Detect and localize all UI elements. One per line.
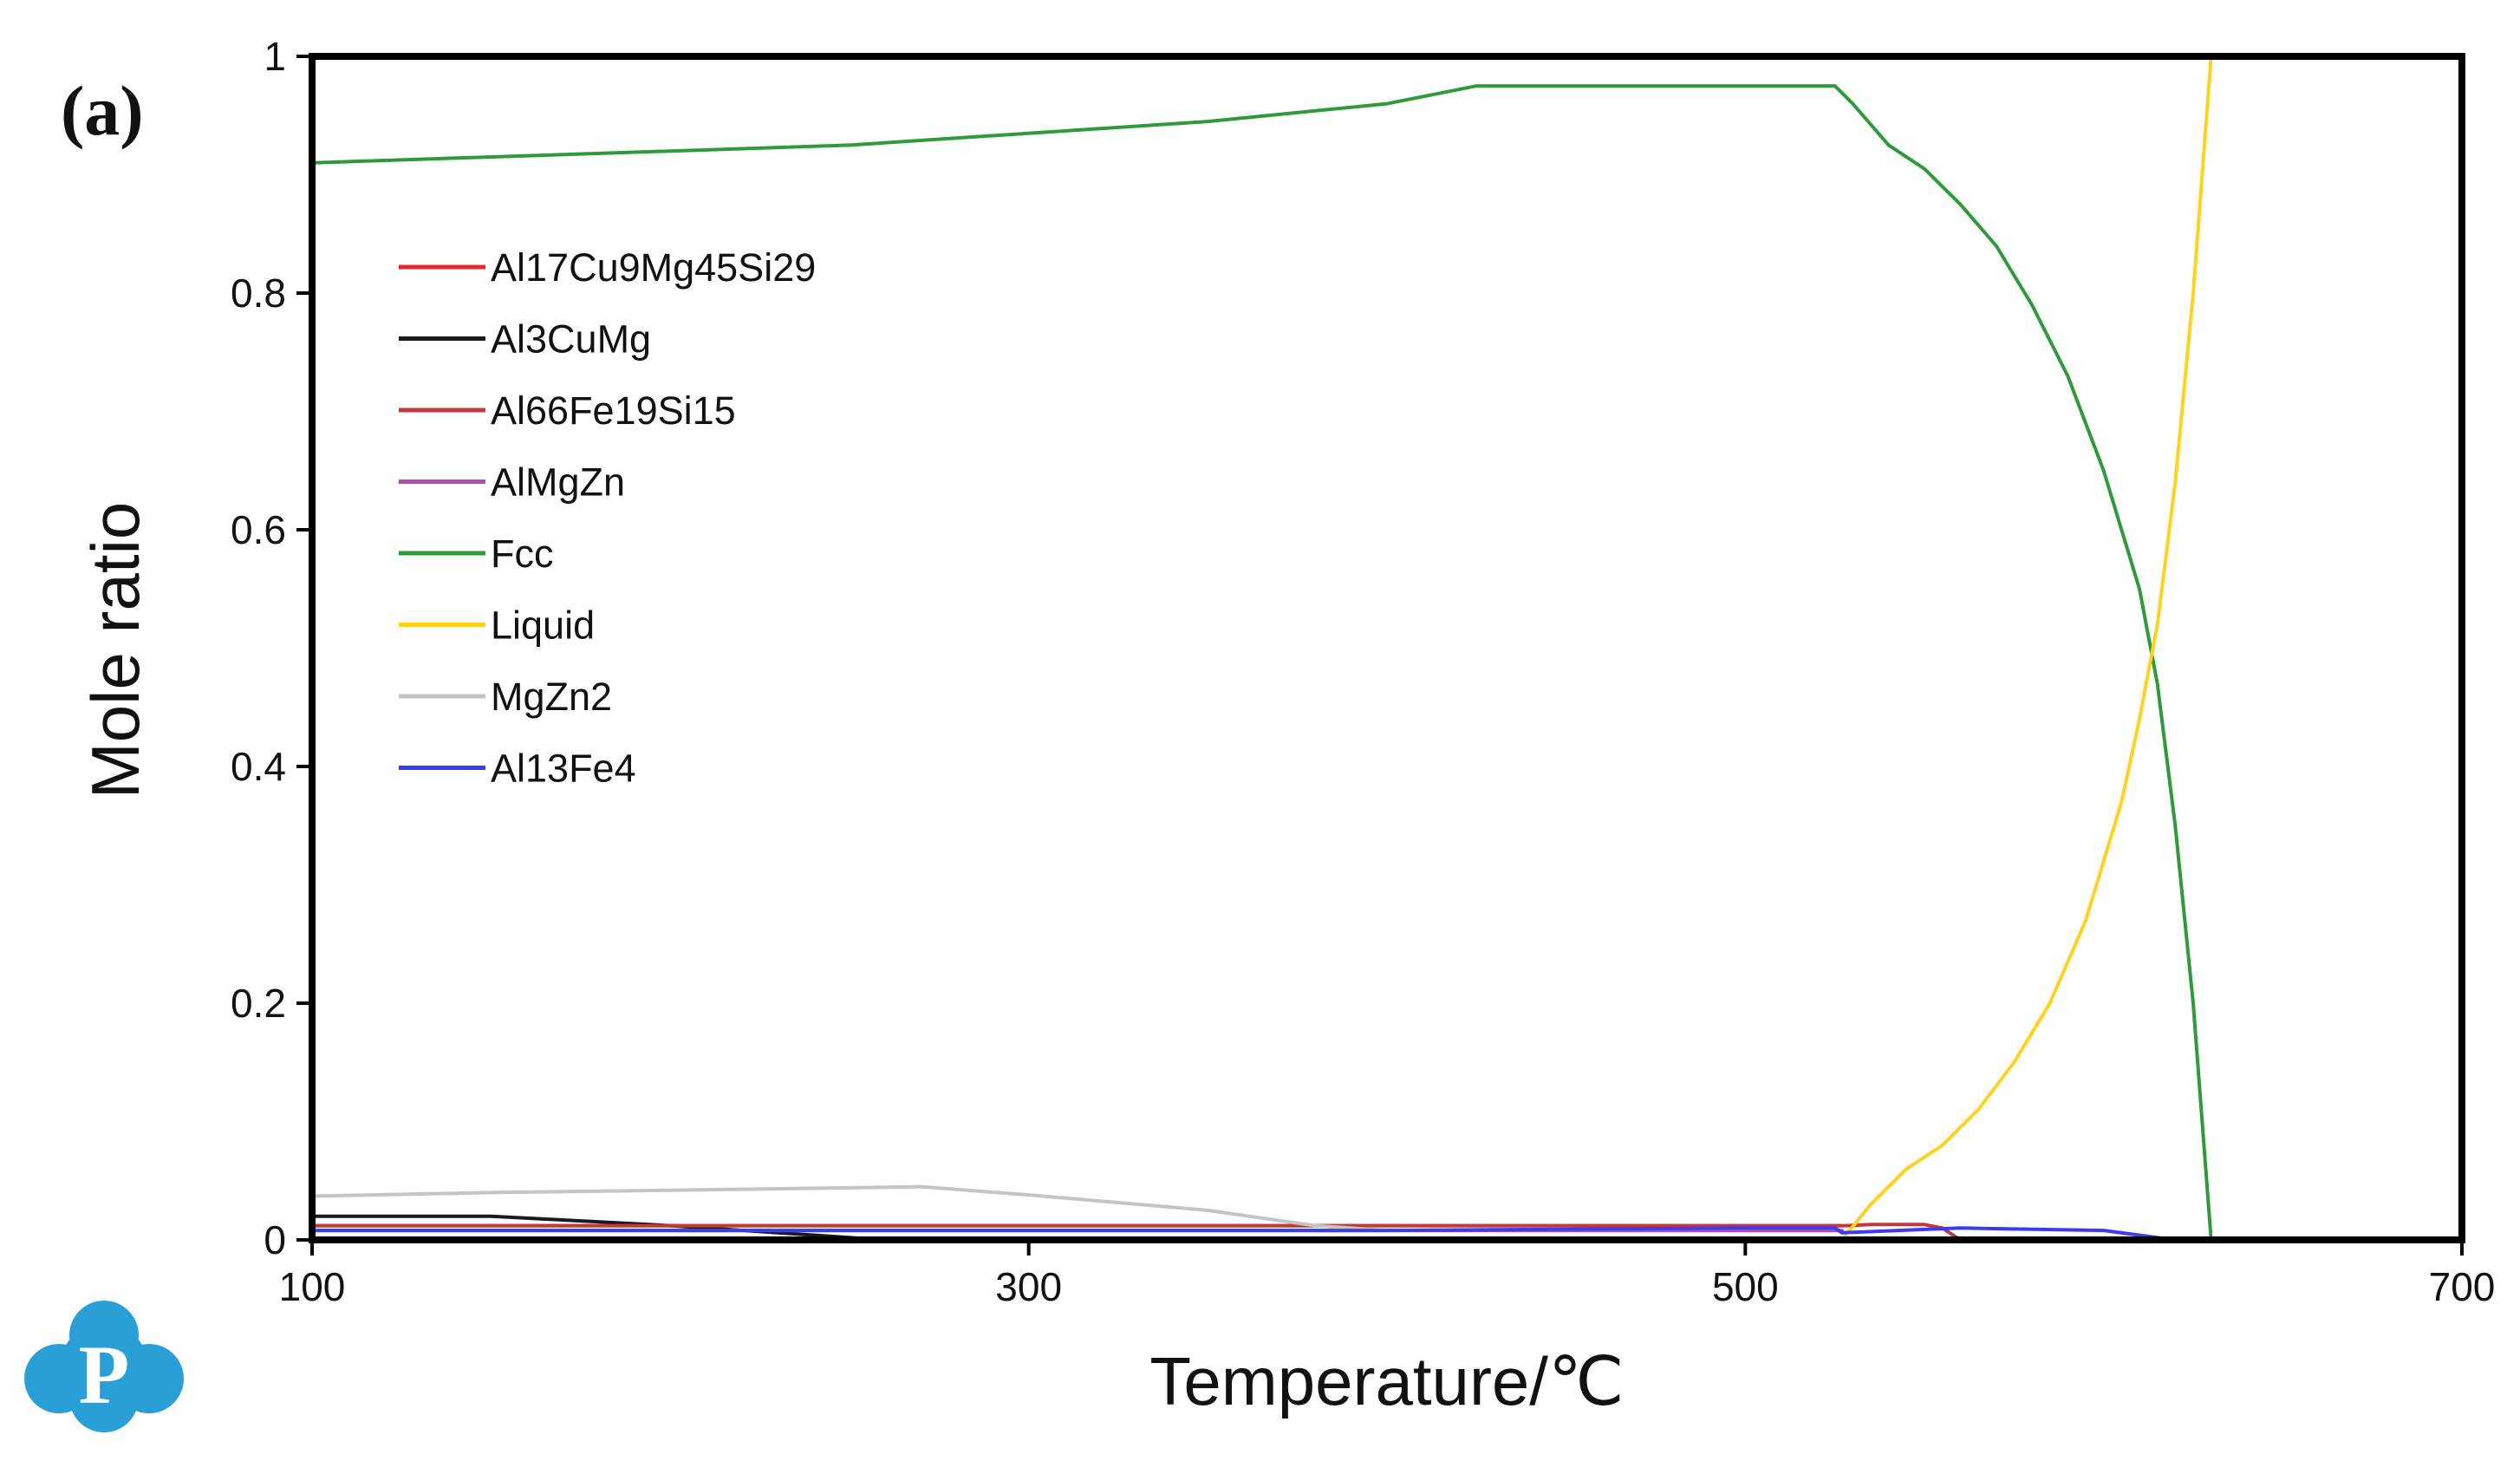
- legend-label: MgZn2: [491, 675, 612, 719]
- legend-item-almgzn: AlMgZn: [399, 460, 625, 505]
- legend-label: Al13Fe4: [491, 747, 636, 791]
- series-line-al13fe4: [312, 1226, 2178, 1240]
- series-line-mgzn2: [312, 1184, 1389, 1233]
- axes: 100 300 500 700 0 0.2 0.4 0.6 0.8 1: [231, 34, 2495, 1309]
- legend-item-al66fe19si15: Al66Fe19Si15: [399, 388, 736, 433]
- legend-item-fcc: Fcc: [399, 532, 554, 576]
- plot-frame: [309, 53, 2465, 1243]
- y-tick-label: 0.4: [231, 744, 286, 789]
- series-line-al3cumg: [312, 1214, 888, 1240]
- legend-label: Fcc: [491, 532, 554, 576]
- series-line-liquid: [1840, 56, 2213, 1240]
- legend-item-al17cu9mg45si29: Al17Cu9Mg45Si29: [399, 245, 816, 290]
- legend-label: Al66Fe19Si15: [491, 388, 736, 433]
- x-tick-label: 700: [2429, 1264, 2496, 1309]
- y-axis-title: Mole ratio: [77, 502, 153, 799]
- x-tick-label: 300: [995, 1264, 1062, 1309]
- legend-label: Liquid: [491, 603, 595, 648]
- legend-item-al3cumg: Al3CuMg: [399, 317, 651, 362]
- legend-label: Al3CuMg: [491, 317, 651, 362]
- legend-item-liquid: Liquid: [399, 603, 595, 648]
- x-tick-label: 500: [1712, 1264, 1779, 1309]
- x-axis-title: Temperature/℃: [1149, 1343, 1624, 1419]
- plot-area: [312, 56, 2213, 1240]
- panel-label: (a): [61, 71, 144, 150]
- y-tick-label: 0.8: [231, 271, 286, 316]
- y-tick-label: 0.2: [231, 981, 286, 1026]
- series-line-al66fe19si15: [312, 1223, 1963, 1240]
- legend-label: AlMgZn: [491, 460, 625, 505]
- legend-label: Al17Cu9Mg45Si29: [491, 245, 816, 290]
- legend-item-al13fe4: Al13Fe4: [399, 747, 636, 791]
- x-tick-label: 100: [279, 1264, 346, 1309]
- series-line-fcc: [312, 84, 2213, 1240]
- legend: Al17Cu9Mg45Si29 Al3CuMg Al66Fe19Si15 AlMgZn…: [399, 245, 816, 791]
- y-tick-label: 1: [264, 34, 286, 79]
- p-logo-icon: P: [24, 1301, 184, 1432]
- y-tick-label: 0.6: [231, 507, 286, 552]
- legend-item-mgzn2: MgZn2: [399, 675, 612, 719]
- y-tick-label: 0: [264, 1217, 286, 1262]
- svg-text:P: P: [79, 1328, 130, 1421]
